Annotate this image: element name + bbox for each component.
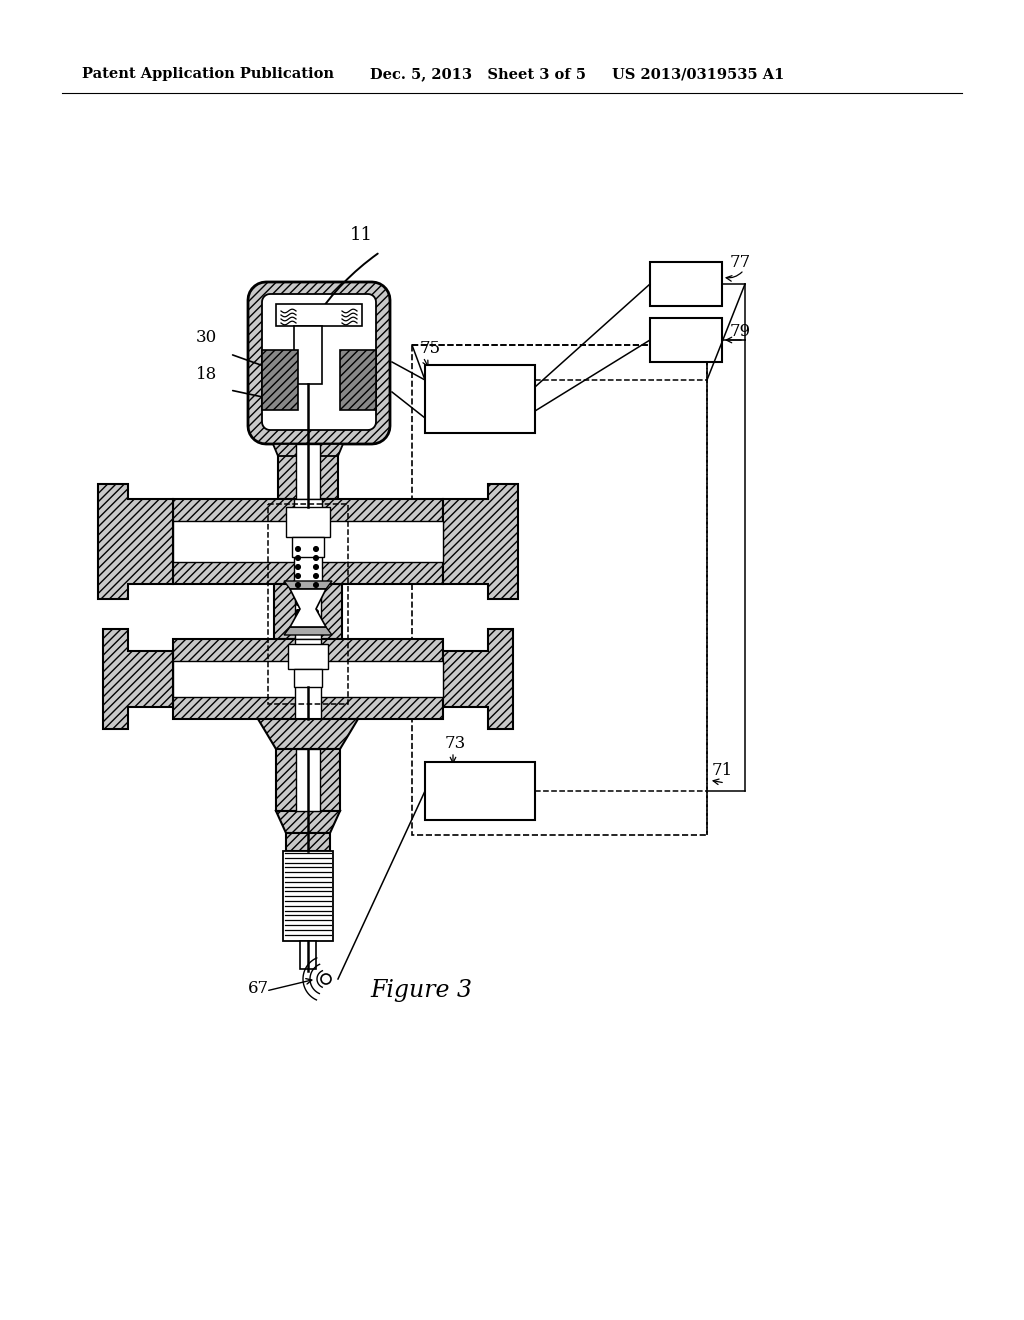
Text: Figure 3: Figure 3 <box>370 978 472 1002</box>
Text: US 2013/0319535 A1: US 2013/0319535 A1 <box>612 67 784 81</box>
Text: 11: 11 <box>350 226 373 244</box>
Polygon shape <box>278 444 338 499</box>
Bar <box>425 762 535 820</box>
Text: 18: 18 <box>196 366 217 383</box>
Circle shape <box>313 610 318 614</box>
Bar <box>173 639 443 719</box>
Polygon shape <box>258 719 358 748</box>
Bar <box>296 444 319 499</box>
Bar <box>294 326 322 384</box>
Text: 71: 71 <box>712 762 733 779</box>
Bar <box>294 669 322 686</box>
Bar <box>262 350 298 411</box>
Polygon shape <box>262 294 376 430</box>
Text: 73: 73 <box>445 735 466 752</box>
Bar <box>295 583 321 639</box>
Bar <box>292 537 324 557</box>
Circle shape <box>321 974 331 983</box>
Text: 30: 30 <box>196 329 217 346</box>
Bar <box>295 639 321 719</box>
Circle shape <box>296 610 300 614</box>
Polygon shape <box>273 444 343 455</box>
Circle shape <box>313 556 318 560</box>
Bar <box>412 345 707 836</box>
Bar <box>286 507 330 537</box>
Bar <box>650 261 722 306</box>
Polygon shape <box>98 484 173 599</box>
Circle shape <box>296 591 300 597</box>
Bar <box>425 366 535 433</box>
Circle shape <box>296 565 300 569</box>
Polygon shape <box>443 630 513 729</box>
Polygon shape <box>248 282 390 444</box>
Circle shape <box>296 546 300 552</box>
Bar <box>294 499 322 583</box>
Text: Patent Application Publication: Patent Application Publication <box>82 67 334 81</box>
Bar <box>296 748 319 810</box>
Text: 77: 77 <box>730 253 752 271</box>
Circle shape <box>296 556 300 560</box>
Bar <box>286 833 330 851</box>
Bar <box>173 521 443 562</box>
Bar <box>268 504 348 704</box>
Circle shape <box>313 546 318 552</box>
Circle shape <box>296 574 300 578</box>
Circle shape <box>313 601 318 605</box>
Text: 75: 75 <box>420 341 441 356</box>
Circle shape <box>296 583 300 587</box>
Circle shape <box>296 601 300 605</box>
Bar <box>276 748 340 810</box>
Polygon shape <box>284 581 332 589</box>
Text: Dec. 5, 2013   Sheet 3 of 5: Dec. 5, 2013 Sheet 3 of 5 <box>370 67 586 81</box>
Bar <box>173 661 443 697</box>
Circle shape <box>313 591 318 597</box>
Bar <box>340 350 376 411</box>
Bar <box>288 644 328 669</box>
Bar <box>274 583 342 639</box>
Bar <box>300 941 316 969</box>
Text: 79: 79 <box>730 323 752 341</box>
Circle shape <box>313 574 318 578</box>
Bar <box>283 851 333 941</box>
Polygon shape <box>284 627 332 635</box>
Text: 67: 67 <box>248 979 269 997</box>
Circle shape <box>313 583 318 587</box>
Circle shape <box>313 565 318 569</box>
Polygon shape <box>276 810 340 833</box>
Polygon shape <box>103 630 173 729</box>
Bar <box>650 318 722 362</box>
Bar <box>276 304 362 326</box>
Polygon shape <box>290 589 326 627</box>
Polygon shape <box>443 484 518 599</box>
Bar <box>173 499 443 583</box>
